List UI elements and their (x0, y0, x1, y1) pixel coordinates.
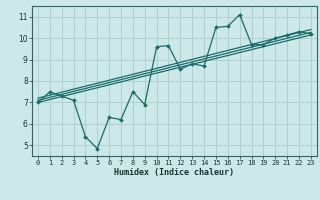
X-axis label: Humidex (Indice chaleur): Humidex (Indice chaleur) (115, 168, 234, 177)
